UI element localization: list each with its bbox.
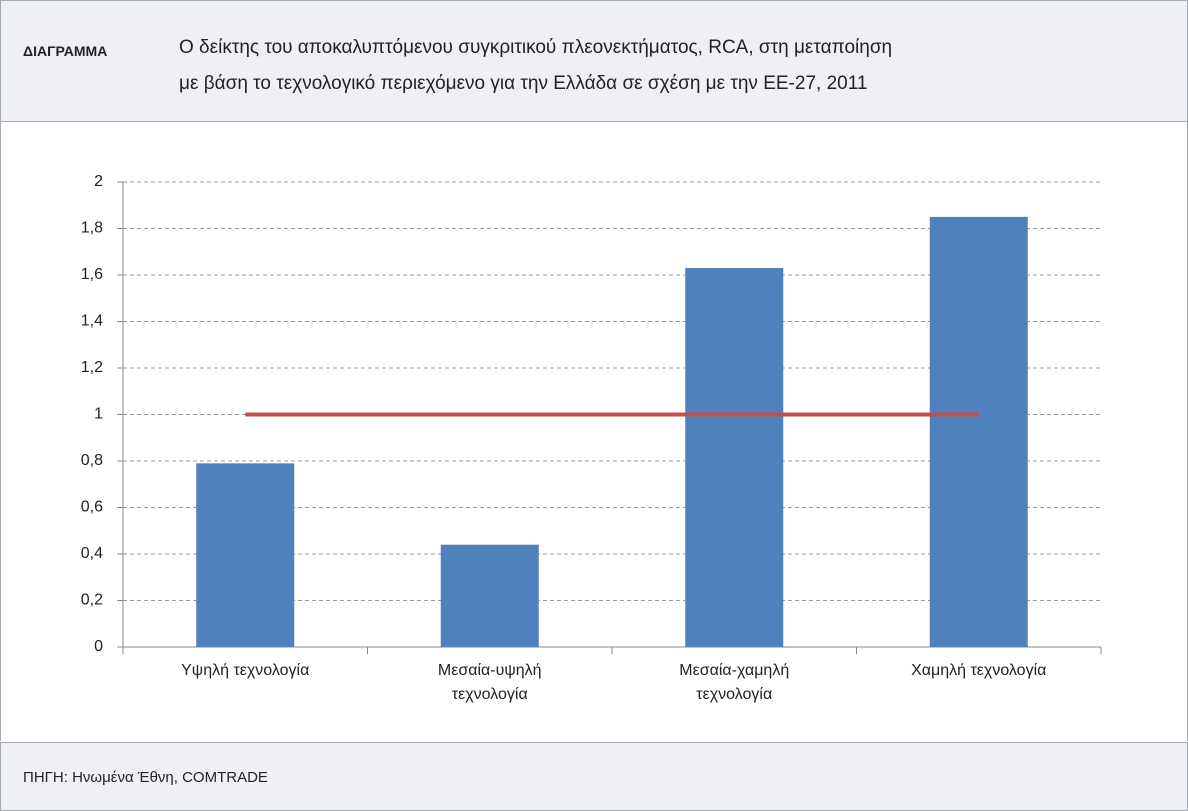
- source: ΠΗΓΗ: Ηνωμένα Έθνη, COMTRADE: [23, 769, 268, 786]
- bar: [685, 268, 784, 647]
- y-tick-label: 0,2: [81, 592, 103, 609]
- header-label: ΔΙΑΓΡΑΜΜΑ: [23, 43, 108, 59]
- bar: [929, 216, 1028, 647]
- bar: [196, 463, 295, 647]
- y-tick-label: 1,2: [81, 359, 103, 376]
- y-tick-label: 0,4: [81, 545, 103, 562]
- header: ΔΙΑΓΡΑΜΜΑ Ο δείκτης του αποκαλυπτόμενου …: [0, 0, 1188, 122]
- x-tick-label: Μεσαία-υψηλή τεχνολογία: [437, 662, 542, 703]
- y-tick-label: 1,6: [81, 266, 103, 283]
- title-line: με βάση το τεχνολογικό περιεχόμενο για τ…: [179, 73, 868, 94]
- footer: ΠΗΓΗ: Ηνωμένα Έθνη, COMTRADE: [0, 742, 1188, 811]
- y-tick-label: 0,6: [81, 499, 103, 516]
- y-tick-label: 0,8: [81, 452, 103, 469]
- y-tick-label: 1,8: [81, 220, 103, 237]
- x-tick-label: Χαμηλή τεχνολογία: [911, 662, 1047, 679]
- x-tick-label: Μεσαία-χαμηλή τεχνολογία: [679, 662, 790, 703]
- y-tick-label: 0: [94, 638, 103, 655]
- y-tick-label: 1,4: [81, 313, 103, 330]
- bar: [440, 544, 539, 647]
- x-tick-label: Υψηλή τεχνολογία: [181, 662, 310, 679]
- y-tick-label: 1: [94, 406, 103, 423]
- title-line: Ο δείκτης του αποκαλυπτόμενου συγκριτικο…: [179, 37, 893, 58]
- y-tick-label: 2: [94, 173, 103, 190]
